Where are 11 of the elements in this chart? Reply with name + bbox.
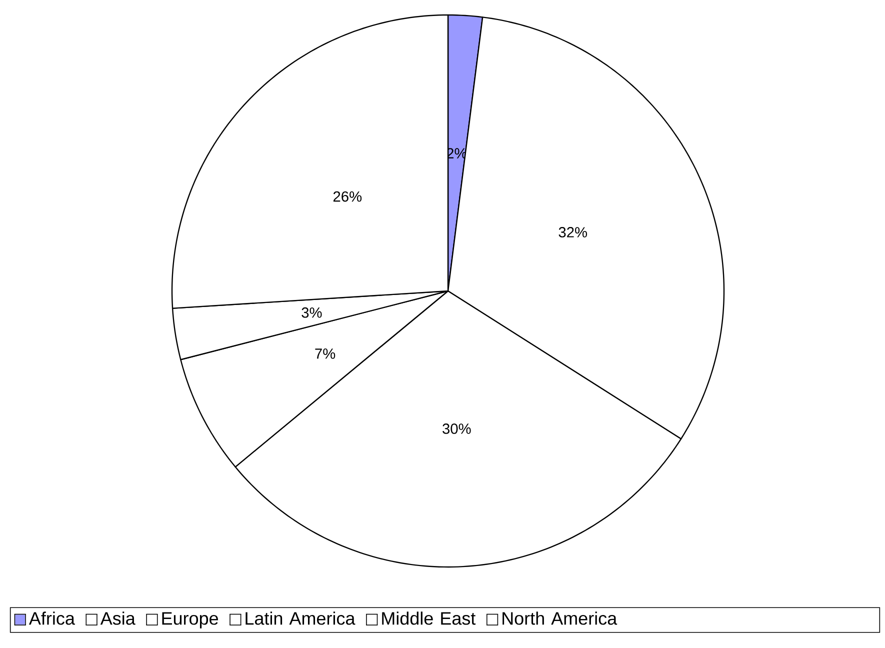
- legend-label: Latin America: [246, 612, 356, 625]
- data-label: 3%: [302, 307, 322, 318]
- legend-label: Asia: [100, 612, 136, 625]
- legend-label: Europe: [162, 612, 218, 628]
- data-label: 7%: [315, 348, 336, 359]
- legend-label: North America: [502, 612, 618, 625]
- data-label: 30%: [442, 424, 471, 434]
- legend-label: Africa: [28, 612, 75, 625]
- data-label: 32%: [558, 227, 588, 238]
- data-label: 26%: [333, 191, 362, 202]
- legend-label: Middle East: [382, 612, 476, 625]
